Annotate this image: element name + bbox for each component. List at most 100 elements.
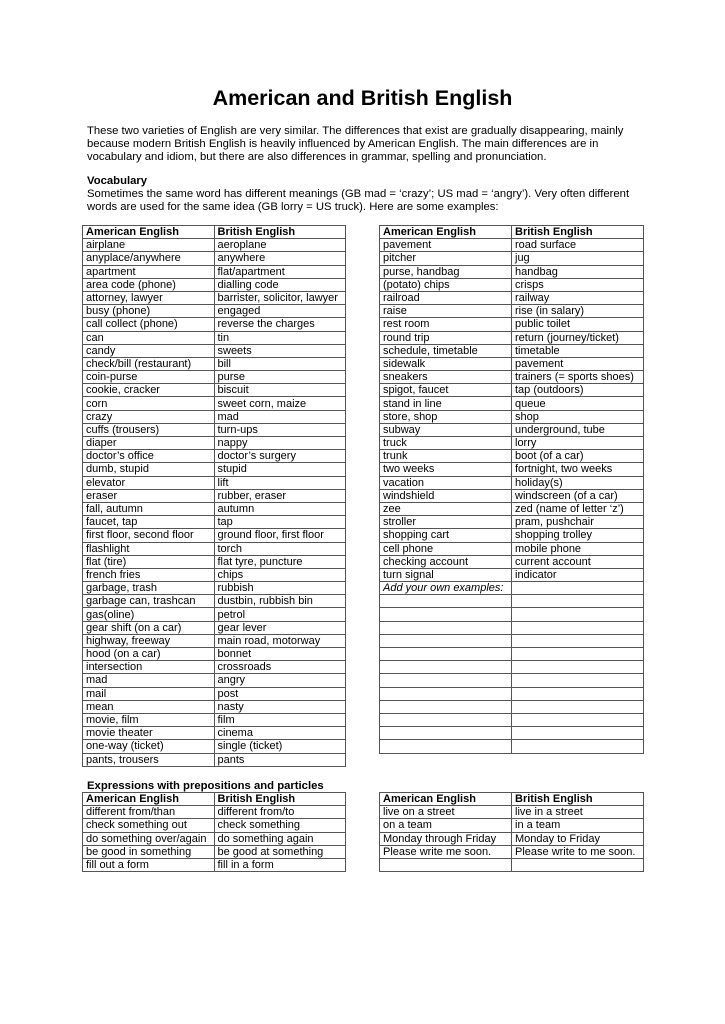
table-row: diaper nappy [82,435,346,451]
american-term-cell: sidewalk [379,356,512,372]
table-row [379,712,644,728]
british-term-cell: underground, tube [511,422,644,438]
british-term-cell: lift [213,475,346,490]
british-term-cell: torch [213,541,346,556]
british-term-cell [511,739,644,754]
british-term-cell: post [213,686,346,701]
british-term-cell: be good at something [213,844,346,859]
british-term-cell: aeroplane [213,238,346,253]
table-row [379,686,644,701]
american-term-cell: do something over/again [82,831,215,846]
british-term-cell: windscreen (of a car) [511,488,644,503]
table-row: anyplace/anywhere anywhere [82,251,346,266]
table-row: store, shop shop [379,409,644,424]
table-row: coin-purse purse [82,370,346,385]
american-term-cell: (potato) chips [379,277,512,292]
table-row: french fries chips [82,567,346,583]
british-term-cell: queue [511,396,644,411]
table-row [379,633,644,649]
table-row: windshield windscreen (of a car) [379,488,644,503]
british-term-cell [511,686,644,701]
british-term-cell: different from/to [213,805,346,820]
british-term-cell: single (ticket) [213,739,346,754]
british-term-cell: do something again [213,831,346,846]
american-term-cell: purse, handbag [379,264,512,279]
british-term-cell: petrol [213,607,346,622]
table-header-row: American English British English [379,791,644,807]
british-term-cell: fortnight, two weeks [511,462,644,477]
table-row: cookie, cracker biscuit [82,383,346,398]
table-row: on a team in a team [379,818,644,833]
table-row: checking account current account [379,554,644,569]
american-term-cell: check something out [82,818,215,833]
vocabulary-table-right: American English British English pavement r… [379,224,644,754]
table-row: movie, film film [82,712,346,728]
british-term-cell: anywhere [213,251,346,266]
table-row: doctor’s office doctor’s surgery [82,449,346,464]
american-term-cell: intersection [82,660,215,675]
american-term-cell: flat (tire) [82,554,215,569]
american-term-cell: flashlight [82,541,215,556]
american-term-cell [379,686,512,701]
table-row: spigot, faucet tap (outdoors) [379,383,644,398]
american-term-cell: diaper [82,435,215,451]
table-row [379,594,644,609]
british-term-cell: holiday(s) [511,475,644,490]
table-row: sneakers trainers (= sports shoes) [379,370,644,385]
american-term-cell: fall, autumn [82,501,215,517]
british-term-cell: purse [213,370,346,385]
british-term-cell: Monday to Friday [511,831,644,846]
british-term-cell: bonnet [213,646,346,662]
table-row: crazy mad [82,409,346,424]
american-term-cell [379,712,512,728]
table-row: cell phone mobile phone [379,541,644,556]
american-term-cell [379,660,512,675]
table-header-row: American English British English [82,224,346,240]
american-term-cell: sneakers [379,370,512,385]
british-term-cell [511,660,644,675]
american-term-cell: mean [82,699,215,714]
british-term-cell: crisps [511,277,644,292]
american-term-cell: Add your own examples: [379,581,512,596]
table-row: Add your own examples: [379,581,644,596]
table-row: check/bill (restaurant) bill [82,356,346,372]
american-term-cell: crazy [82,409,215,424]
british-term-cell: chips [213,567,346,583]
american-term-cell: gear shift (on a car) [82,620,215,635]
american-term-cell: movie, film [82,712,215,728]
british-term-cell: fill in a form [213,857,346,873]
american-term-cell: french fries [82,567,215,583]
british-term-cell: stupid [213,462,346,477]
british-term-cell: live in a street [511,805,644,820]
american-term-cell: pitcher [379,251,512,266]
american-english-header: American English [379,791,512,807]
table-row: fill out a form fill in a form [82,857,346,873]
table-row: shopping cart shopping trolley [379,528,644,543]
american-term-cell: candy [82,343,215,358]
table-row [379,673,644,688]
british-english-header: British English [511,791,644,807]
british-term-cell: mobile phone [511,541,644,556]
table-row: two weeks fortnight, two weeks [379,462,644,477]
british-term-cell: handbag [511,264,644,279]
british-term-cell: in a team [511,818,644,833]
american-term-cell: mad [82,673,215,688]
table-row: schedule, timetable timetable [379,343,644,358]
british-term-cell: jug [511,251,644,266]
american-term-cell: shopping cart [379,528,512,543]
table-row: garbage can, trashcan dustbin, rubbish bi… [82,594,346,609]
british-term-cell: Please write to me soon. [511,844,644,859]
table-row: stroller pram, pushchair [379,515,644,530]
table-row: raise rise (in salary) [379,304,644,319]
american-term-cell: garbage can, trashcan [82,594,215,609]
american-term-cell: two weeks [379,462,512,477]
british-term-cell: tin [213,330,346,345]
table-row: first floor, second floor ground floor, f… [82,528,346,543]
american-english-header: American English [379,224,512,240]
american-term-cell: elevator [82,475,215,490]
american-term-cell: different from/than [82,805,215,820]
american-term-cell: apartment [82,264,215,279]
table-row: zee zed (name of letter ‘z’) [379,501,644,517]
table-row: (potato) chips crisps [379,277,644,292]
table-header-row: American English British English [379,224,644,240]
